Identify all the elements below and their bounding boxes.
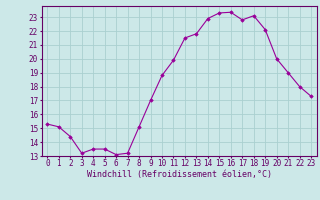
X-axis label: Windchill (Refroidissement éolien,°C): Windchill (Refroidissement éolien,°C) bbox=[87, 170, 272, 179]
